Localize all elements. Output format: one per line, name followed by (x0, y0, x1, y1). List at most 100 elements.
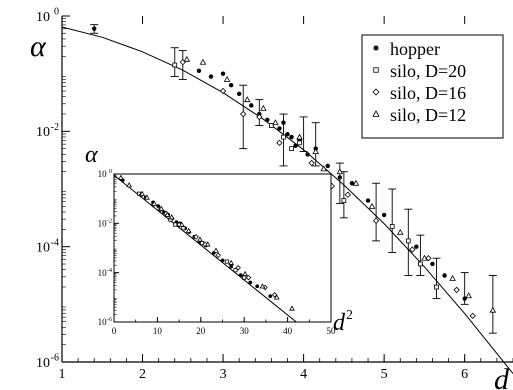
x-tick-label: 10 (153, 326, 163, 336)
data-point (409, 246, 416, 253)
data-point (453, 286, 460, 294)
data-point (158, 205, 165, 211)
data-point (430, 261, 435, 267)
data-point (156, 204, 161, 208)
data-point (220, 258, 225, 263)
y-tick-label: 10 (36, 241, 50, 256)
y-tick-exponent: 0 (109, 169, 112, 175)
x-tick-label: 20 (196, 326, 206, 336)
data-point (296, 133, 303, 140)
data-point (289, 134, 294, 140)
data-point (337, 175, 343, 180)
data-point (297, 140, 302, 146)
data-point (305, 152, 310, 157)
data-point (293, 143, 298, 148)
data-point (421, 254, 428, 261)
y-axis-label: α (30, 30, 47, 63)
data-point (235, 264, 241, 271)
data-point (144, 194, 150, 200)
data-point (245, 274, 252, 281)
y-tick-exponent: 0 (54, 7, 59, 18)
y-tick-label: 10 (36, 125, 50, 140)
data-point (365, 198, 371, 203)
y-tick-exponent: -2 (51, 122, 59, 133)
data-point (197, 236, 203, 242)
legend-marker (372, 110, 380, 117)
y-tick-exponent: -4 (107, 268, 112, 274)
data-point (92, 26, 97, 31)
data-point (208, 74, 214, 79)
data-point (126, 182, 133, 188)
x-tick-label: 40 (283, 326, 293, 336)
data-point (196, 68, 202, 73)
data-point (277, 126, 282, 131)
data-point (289, 305, 295, 311)
data-point (442, 273, 447, 278)
data-point (224, 259, 229, 264)
data-point (228, 82, 234, 88)
data-point (462, 296, 467, 301)
data-point (256, 113, 263, 121)
x-tick-label: 30 (240, 326, 250, 336)
y-tick-label: 10 (98, 169, 108, 179)
data-point (240, 110, 247, 118)
legend-label: silo, D=16 (390, 83, 466, 103)
data-point (265, 117, 270, 123)
legend-label: hopper (390, 39, 440, 59)
data-point (320, 165, 328, 172)
data-point (139, 190, 146, 196)
data-point (434, 284, 439, 290)
data-point (312, 148, 319, 154)
data-point (389, 224, 395, 229)
x-tick-label: 4 (300, 367, 307, 382)
data-point (465, 292, 472, 299)
data-point (229, 264, 234, 269)
x-tick-label: 3 (220, 367, 227, 382)
data-point (396, 228, 404, 235)
data-point (204, 241, 211, 247)
data-point (219, 87, 227, 95)
data-point (233, 268, 238, 273)
data-point (242, 270, 248, 277)
data-point (405, 238, 411, 244)
data-point (249, 103, 254, 108)
data-point (352, 179, 360, 186)
y-tick-exponent: -4 (51, 237, 59, 248)
data-point (285, 132, 290, 137)
data-point (178, 221, 185, 227)
data-point (118, 174, 124, 180)
x-tick-label: 5 (381, 367, 388, 382)
y-tick-label: 10 (98, 268, 108, 278)
x-tick-label: 0 (112, 326, 117, 336)
data-point (236, 91, 242, 97)
data-point (489, 306, 497, 313)
data-point (469, 312, 476, 320)
data-point (425, 255, 432, 262)
data-point (276, 139, 283, 147)
data-point (336, 168, 344, 175)
legend-marker (373, 67, 379, 73)
data-point (185, 227, 192, 233)
data-point (273, 294, 280, 300)
y-tick-label: 10 (98, 218, 108, 228)
legend-box (361, 34, 504, 139)
data-point (199, 58, 207, 65)
data-point (181, 226, 186, 231)
data-point (248, 280, 253, 285)
y-tick-label: 10 (98, 317, 108, 327)
data-point (260, 104, 267, 111)
data-point (242, 275, 247, 280)
data-point (449, 274, 456, 281)
data-point (325, 163, 330, 169)
x-axis-label-exponent: 2 (346, 307, 353, 322)
data-point (414, 244, 419, 249)
x-tick-label: 50 (327, 326, 337, 336)
data-point (368, 202, 376, 209)
y-tick-exponent: -6 (107, 317, 112, 323)
data-point (344, 191, 352, 198)
data-point (271, 292, 278, 298)
data-point (183, 55, 191, 62)
data-point (164, 211, 171, 217)
data-point (281, 134, 286, 140)
